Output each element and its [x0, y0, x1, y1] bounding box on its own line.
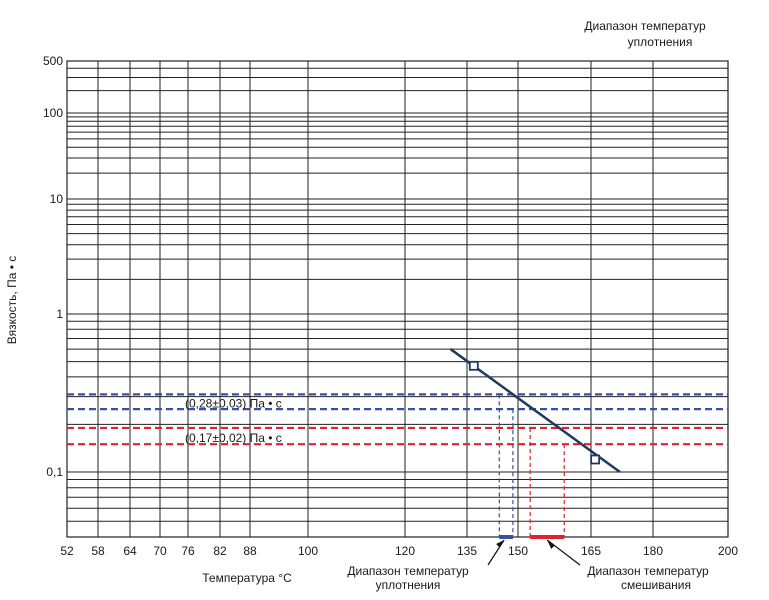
- viscosity-series: [449, 348, 621, 474]
- band-label: (0,17±0,02) Па • с: [185, 431, 282, 445]
- range-arrow-head: [547, 540, 555, 549]
- x-tick-labels: 52 58 64 70 76 82 88 100 120 135 150 165 180 200: [60, 544, 738, 558]
- x-tick-label: 64: [123, 544, 137, 558]
- plot-frame: [66, 60, 729, 538]
- y-tick-label: 1: [56, 307, 63, 321]
- range-label-line-1: Диапазон температур: [347, 564, 469, 578]
- y-tick-labels: 500 100 10 1 0,1: [43, 54, 63, 479]
- band-label: (0,28±0,03) Па • с: [185, 396, 282, 410]
- x-tick-label: 200: [718, 544, 738, 558]
- chart-title-line-1: Диапазон температур: [584, 19, 706, 33]
- viscosity-bands: (0,28±0,03) Па • с (0,17±0,02) Па • с: [67, 393, 728, 539]
- range-label-line-2: смешивания: [621, 578, 691, 592]
- data-point-marker: [590, 454, 601, 465]
- x-tick-label: 70: [153, 544, 167, 558]
- x-tick-label: 88: [243, 544, 257, 558]
- range-arrow: [546, 539, 581, 566]
- grid: [66, 60, 729, 538]
- x-tick-label: 100: [298, 544, 318, 558]
- viscosity-line: [449, 348, 621, 474]
- y-axis-label: Вязкость, Па • с: [5, 256, 19, 345]
- y-tick-label: 10: [50, 192, 64, 206]
- range-label-line-2: уплотнения: [376, 578, 441, 592]
- range-arrow: [487, 539, 505, 566]
- x-tick-label: 58: [91, 544, 105, 558]
- x-tick-label: 52: [60, 544, 74, 558]
- x-tick-label: 135: [457, 544, 477, 558]
- x-tick-label: 120: [395, 544, 415, 558]
- y-tick-label: 0,1: [46, 465, 63, 479]
- data-point-marker: [468, 360, 479, 371]
- x-tick-label: 82: [213, 544, 227, 558]
- range-label-line-1: Диапазон температур: [587, 564, 709, 578]
- x-tick-label: 150: [508, 544, 528, 558]
- y-tick-label: 100: [43, 106, 63, 120]
- y-tick-label: 500: [43, 54, 63, 68]
- chart-title-line-2: уплотнения: [628, 35, 693, 49]
- x-tick-label: 180: [643, 544, 663, 558]
- x-axis-label: Температура °C: [202, 571, 292, 585]
- range-arrow-head: [496, 540, 505, 547]
- x-tick-label: 76: [181, 544, 195, 558]
- x-tick-label: 165: [581, 544, 601, 558]
